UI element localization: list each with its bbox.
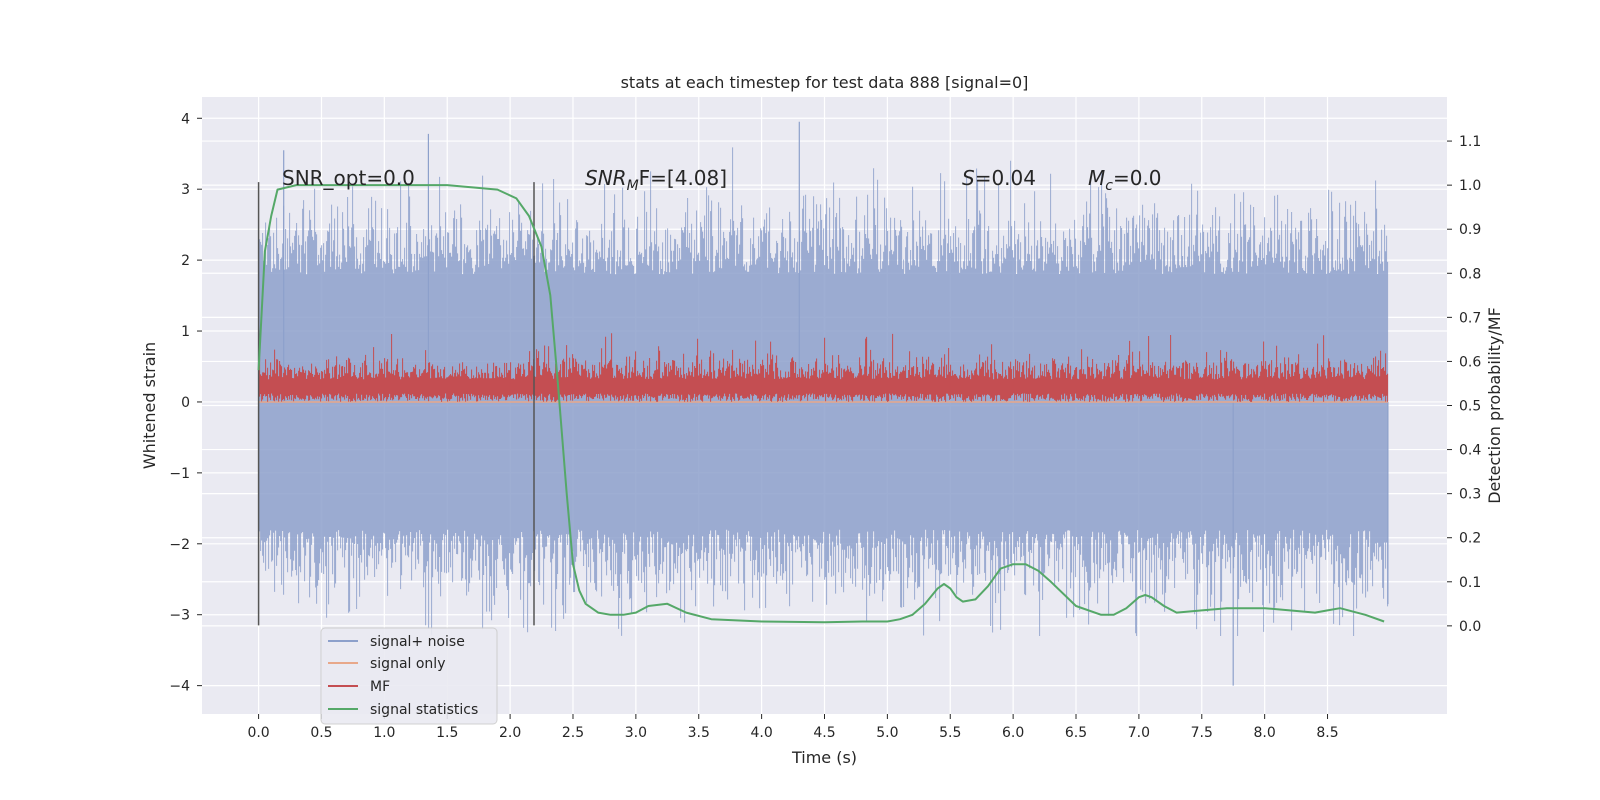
y-right-tick-label: 0.8 (1459, 266, 1481, 282)
x-tick-label: 4.0 (750, 725, 772, 741)
y-right-tick-label: 0.0 (1459, 619, 1481, 635)
y-right-tick-label: 0.3 (1459, 487, 1481, 503)
x-tick-label: 4.5 (813, 725, 835, 741)
y-tick-label: 1 (181, 324, 190, 340)
legend-label-signal-only: signal only (370, 656, 445, 672)
annotation-mc: Mc=0.0 (1088, 166, 1162, 194)
x-tick-label: 6.0 (1002, 725, 1024, 741)
annotation-snr-opt: SNR_opt=0.0 (282, 166, 415, 190)
y-right-tick-label: 0.5 (1459, 399, 1481, 415)
x-tick-label: 5.5 (939, 725, 961, 741)
y-right-axis-label: Detection probability/MF (1485, 307, 1504, 504)
y-tick-label: 3 (181, 182, 190, 198)
y-right-tick-label: 0.7 (1459, 310, 1481, 326)
y-tick-label: −4 (169, 679, 190, 695)
series-signal-statistics (257, 184, 1385, 624)
legend-item-mf: MF (328, 679, 390, 695)
x-tick-label: 8.0 (1254, 725, 1276, 741)
y-right-tick-label: 1.0 (1459, 178, 1481, 194)
x-tick-label: 2.5 (562, 725, 584, 741)
legend-item-signal-only: signal only (328, 656, 445, 672)
x-tick-label: 3.0 (625, 725, 647, 741)
y-tick-label: 2 (181, 253, 190, 269)
legend-label-mf: MF (370, 679, 390, 695)
x-tick-label: 8.5 (1316, 725, 1338, 741)
x-axis-label: Time (s) (791, 748, 857, 767)
x-tick-label: 0.5 (310, 725, 332, 741)
x-tick-label: 6.5 (1065, 725, 1087, 741)
x-tick-label: 1.5 (436, 725, 458, 741)
annotation-snr-mf: SNRMF=[4.08] (585, 166, 727, 194)
y-right-tick-label: 0.6 (1459, 354, 1481, 370)
y-axis-label: Whitened strain (140, 342, 159, 469)
y-right-tick-label: 0.4 (1459, 443, 1481, 459)
y-tick-label: −3 (169, 608, 190, 624)
annotations: SNR_opt=0.0 SNRMF=[4.08] S=0.04 Mc=0.0 (282, 166, 1162, 194)
legend-item-signal-noise: signal+ noise (328, 634, 465, 650)
x-tick-label: 0.0 (247, 725, 269, 741)
y-tick-label: −2 (169, 537, 190, 553)
legend-label-signal-statistics: signal statistics (370, 702, 478, 718)
y-right-tick-label: 0.9 (1459, 222, 1481, 238)
legend: signal+ noise signal only MF signal stat… (320, 627, 498, 725)
y-tick-label: −1 (169, 466, 190, 482)
chart-title: stats at each timestep for test data 888… (621, 73, 1029, 92)
series-signal-noise-peaks (283, 121, 1389, 686)
legend-box (320, 627, 498, 725)
y-tick-label: 0 (181, 395, 190, 411)
axes: 0.0 0.5 1.0 1.5 2.0 2.5 3.0 3.5 4.0 4.5 5.0 5.5 6.0 6… (169, 111, 1481, 741)
legend-item-signal-statistics: signal statistics (328, 702, 478, 718)
legend-label-signal-noise: signal+ noise (370, 634, 465, 650)
x-tick-label: 7.5 (1191, 725, 1213, 741)
y-right-tick-label: 1.1 (1459, 134, 1481, 150)
x-tick-label: 5.0 (876, 725, 898, 741)
x-tick-label: 1.0 (373, 725, 395, 741)
x-tick-label: 7.0 (1128, 725, 1150, 741)
y-tick-label: 4 (181, 111, 190, 127)
x-tick-label: 2.0 (499, 725, 521, 741)
annotation-s: S=0.04 (962, 166, 1036, 190)
y-right-tick-label: 0.2 (1459, 531, 1481, 547)
y-right-tick-label: 0.1 (1459, 575, 1481, 591)
data-layer (257, 121, 1389, 686)
x-tick-label: 3.5 (688, 725, 710, 741)
